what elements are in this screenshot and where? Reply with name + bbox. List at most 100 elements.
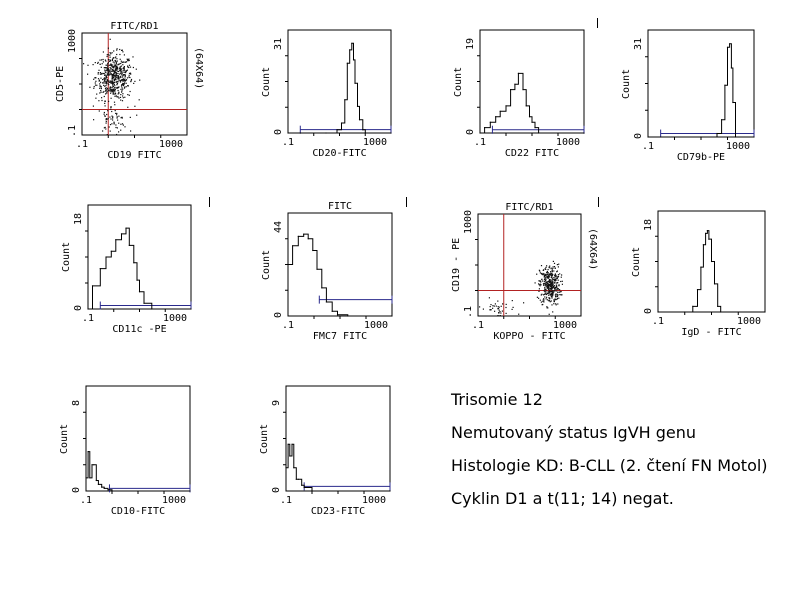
p1-event-dot xyxy=(105,92,108,94)
p7-event-dot xyxy=(546,287,548,289)
p7-event-dot xyxy=(546,272,548,274)
p7-event-dot xyxy=(548,280,550,282)
p7-event-dot xyxy=(551,282,553,284)
p1-event-dot xyxy=(121,116,123,118)
p10-data-point xyxy=(291,443,293,445)
p1-event-dot xyxy=(124,61,126,63)
p7-event-dot xyxy=(540,294,542,296)
p1-event-dot xyxy=(113,73,115,75)
p1-event-dot xyxy=(120,88,122,90)
p1-event-dot xyxy=(110,106,112,108)
p7-event-dot xyxy=(557,275,560,278)
p1-event-dot xyxy=(111,82,113,85)
p1-event-dot xyxy=(138,99,140,101)
p1-event-dot xyxy=(129,72,132,74)
p1-event-dot xyxy=(123,83,125,86)
p7-event-dot xyxy=(542,299,544,301)
p1-event-dot xyxy=(94,84,97,86)
p1-event-dot xyxy=(106,81,108,83)
p1-event-dot xyxy=(110,63,112,65)
p7-event-dot xyxy=(497,306,499,308)
p7-event-dot xyxy=(550,276,552,278)
p7-event-dot xyxy=(552,311,554,313)
p1-event-dot xyxy=(134,105,136,107)
p7-event-dot xyxy=(538,269,540,271)
p1-event-dot xyxy=(105,78,107,80)
p1-event-dot xyxy=(108,70,110,72)
p1-event-dot xyxy=(115,76,117,78)
p7-event-dot xyxy=(546,277,548,279)
p1-event-dot xyxy=(123,69,126,71)
p1-event-dot xyxy=(100,88,102,90)
p3-data-point xyxy=(495,116,497,118)
p4-data-point xyxy=(732,101,734,104)
p1-event-dot xyxy=(102,58,104,61)
p1-event-dot xyxy=(104,69,106,71)
p7-event-dot xyxy=(544,285,546,287)
p1-event-dot xyxy=(116,116,118,118)
p1-event-dot xyxy=(127,60,129,62)
p5-x-tick-label-min: .1 xyxy=(82,313,95,324)
p9-data-point xyxy=(95,479,97,482)
p3-data-point xyxy=(505,105,507,107)
p7-event-dot xyxy=(556,270,558,272)
p1-event-dot xyxy=(120,60,122,62)
p1-event-dot xyxy=(122,71,124,73)
p1-event-dot xyxy=(105,90,107,92)
p7-event-dot xyxy=(558,291,560,293)
p1-event-dot xyxy=(109,81,111,83)
p1-event-dot xyxy=(108,64,110,66)
p6-data-point xyxy=(391,315,393,317)
p10-data-point xyxy=(311,490,313,492)
p1-event-dot xyxy=(115,95,117,97)
p1-event-dot xyxy=(109,54,111,56)
p7-event-dot xyxy=(553,301,555,303)
p6-data-point xyxy=(303,233,305,235)
p5-histogram-line xyxy=(88,227,191,310)
p1-event-dot xyxy=(105,75,107,77)
p1-event-dot xyxy=(122,97,124,99)
p1-event-dot xyxy=(110,81,112,83)
p1-event-dot xyxy=(124,82,126,84)
p7-event-dot xyxy=(548,300,550,302)
p3-data-point xyxy=(517,72,520,74)
p7-event-dot xyxy=(549,283,552,286)
p1-event-dot xyxy=(113,66,115,68)
p7-event-dot xyxy=(546,299,548,301)
p1-event-dot xyxy=(107,54,109,56)
p1-event-dot xyxy=(112,70,114,72)
p7-event-dot xyxy=(539,285,541,287)
p1-event-dot xyxy=(114,90,116,92)
p1-event-dot xyxy=(124,75,126,77)
p10-data-point xyxy=(295,478,297,480)
p1-event-dot xyxy=(106,64,108,66)
p2-data-point xyxy=(362,129,364,131)
p1-event-dot xyxy=(130,80,132,82)
p1-event-dot xyxy=(111,64,113,66)
p10-data-point xyxy=(303,486,305,489)
p5-data-point xyxy=(136,279,138,281)
p1-event-dot xyxy=(103,77,106,79)
p7-event-dot xyxy=(546,273,548,275)
p7-event-dot xyxy=(549,293,551,295)
p1-event-dot xyxy=(102,61,104,63)
p4-data-point xyxy=(729,43,731,45)
p3-data-point xyxy=(583,132,585,134)
p7-event-dot xyxy=(542,272,544,275)
p1-event-dot xyxy=(130,73,132,75)
p4-data-point xyxy=(716,132,718,135)
p5-data-point xyxy=(110,250,112,252)
p1-event-dot xyxy=(108,100,110,102)
p7-event-dot xyxy=(550,300,552,302)
p1-event-dot xyxy=(124,74,126,76)
p1-event-dot xyxy=(114,85,116,87)
p1-event-dot xyxy=(115,62,118,64)
p1-event-dot xyxy=(110,82,112,84)
p2-data-point xyxy=(299,132,301,134)
p3-x-tick-label-min: .1 xyxy=(474,137,487,148)
p7-event-dot xyxy=(548,313,550,315)
p7-event-dot xyxy=(540,301,542,303)
p1-event-dot xyxy=(123,71,125,73)
p1-event-dot xyxy=(109,130,111,132)
p1-title: FITC/RD1 xyxy=(110,21,159,32)
